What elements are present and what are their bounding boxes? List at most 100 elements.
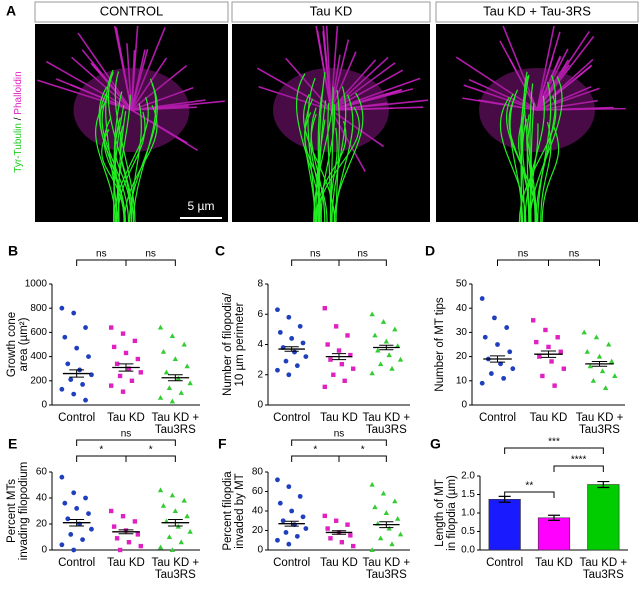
data-point <box>80 382 85 387</box>
data-point <box>289 508 295 514</box>
y-tick-label: 20 <box>456 351 468 362</box>
data-point <box>339 361 345 367</box>
y-tick-label: 0.0 <box>461 545 475 556</box>
sem-bar <box>284 346 299 352</box>
panel-label: A <box>6 3 16 19</box>
microtubule <box>114 71 136 223</box>
data-point <box>546 344 551 350</box>
x-tick-label: Tau KD <box>320 412 358 424</box>
data-point <box>157 324 164 330</box>
panel-label: B <box>8 243 18 259</box>
filopodium <box>130 64 188 111</box>
data-point <box>169 492 176 498</box>
data-point <box>109 325 114 330</box>
data-point <box>303 526 309 531</box>
filopodium <box>330 69 404 111</box>
sem-bar <box>379 344 394 351</box>
data-point <box>83 495 88 501</box>
microtubule <box>107 71 135 223</box>
data-point <box>275 367 280 373</box>
microtubule <box>508 96 538 223</box>
data-point <box>65 516 71 522</box>
data-point <box>117 373 123 379</box>
data-point <box>138 370 143 375</box>
data-point <box>549 359 554 364</box>
data-point <box>555 335 560 340</box>
data-point <box>160 348 167 354</box>
x-tick-label: Control <box>486 557 523 569</box>
sem-bar <box>69 369 85 378</box>
filopodium <box>330 39 350 111</box>
significance-bracket <box>338 455 387 462</box>
x-tick-label: Tau KD + <box>152 412 200 424</box>
filopodium <box>468 78 538 111</box>
y-tick-label: 10 <box>456 375 468 386</box>
y-tick-label: 8 <box>257 279 263 290</box>
filopodium <box>256 67 332 111</box>
data-point <box>172 508 179 513</box>
x-tick-label: Control <box>58 557 95 569</box>
data-point <box>389 365 395 371</box>
x-tick-label: Control <box>58 412 95 424</box>
sem-bar <box>69 518 85 527</box>
data-point <box>369 481 375 487</box>
data-point <box>89 526 94 532</box>
filopodium <box>536 87 600 111</box>
actin-mesh <box>273 68 389 152</box>
microtubule <box>541 125 560 223</box>
y-tick-label: 6 <box>257 309 263 320</box>
x-tick-label: Tau3RS <box>366 569 407 581</box>
data-point <box>482 334 488 340</box>
x-tick-label: Tau KD <box>107 412 145 424</box>
x-tick-label: Control <box>479 412 516 424</box>
significance-label: * <box>361 445 365 456</box>
data-point <box>286 541 292 547</box>
y-tick-label: 0 <box>41 545 47 556</box>
significance-label: ns <box>310 249 321 260</box>
data-point <box>593 334 600 340</box>
data-point <box>380 490 387 496</box>
data-point <box>322 384 327 390</box>
y-axis-label: area (µm²) <box>18 317 30 371</box>
data-point <box>59 542 65 548</box>
filopodium <box>45 60 132 111</box>
y-tick-label: 1000 <box>25 279 48 290</box>
data-point <box>590 378 597 383</box>
data-point <box>392 498 398 504</box>
filopodium <box>131 87 194 111</box>
data-point <box>612 373 618 378</box>
y-tick-label: 4 <box>257 339 263 350</box>
filopodium <box>131 100 225 111</box>
bar <box>488 499 521 551</box>
data-point <box>120 331 126 336</box>
data-point <box>303 354 309 359</box>
data-point <box>83 397 88 403</box>
data-point <box>372 504 378 510</box>
data-point <box>558 349 563 354</box>
x-tick-label: Tau KD + <box>576 412 624 424</box>
sem-bar <box>331 353 347 361</box>
microtubule <box>520 93 527 223</box>
significance-bracket <box>291 439 387 446</box>
significance-label: ns <box>145 249 156 260</box>
data-point <box>120 514 126 519</box>
data-point <box>132 338 138 344</box>
data-point <box>80 537 85 542</box>
data-point <box>109 508 114 514</box>
bar <box>587 484 620 551</box>
data-point <box>123 350 129 356</box>
data-point <box>59 305 65 311</box>
x-tick-label: Tau KD + <box>363 557 411 569</box>
significance-label: *** <box>548 437 560 448</box>
filopodium <box>330 109 366 173</box>
data-point <box>328 536 333 541</box>
panel-label: E <box>8 436 17 452</box>
microtubule <box>316 106 360 223</box>
significance-label: * <box>149 445 153 456</box>
microtubule <box>132 78 157 223</box>
y-tick-label: 0 <box>41 400 47 411</box>
microtubule <box>113 96 149 223</box>
filopodium <box>330 56 389 111</box>
data-point <box>392 326 398 332</box>
